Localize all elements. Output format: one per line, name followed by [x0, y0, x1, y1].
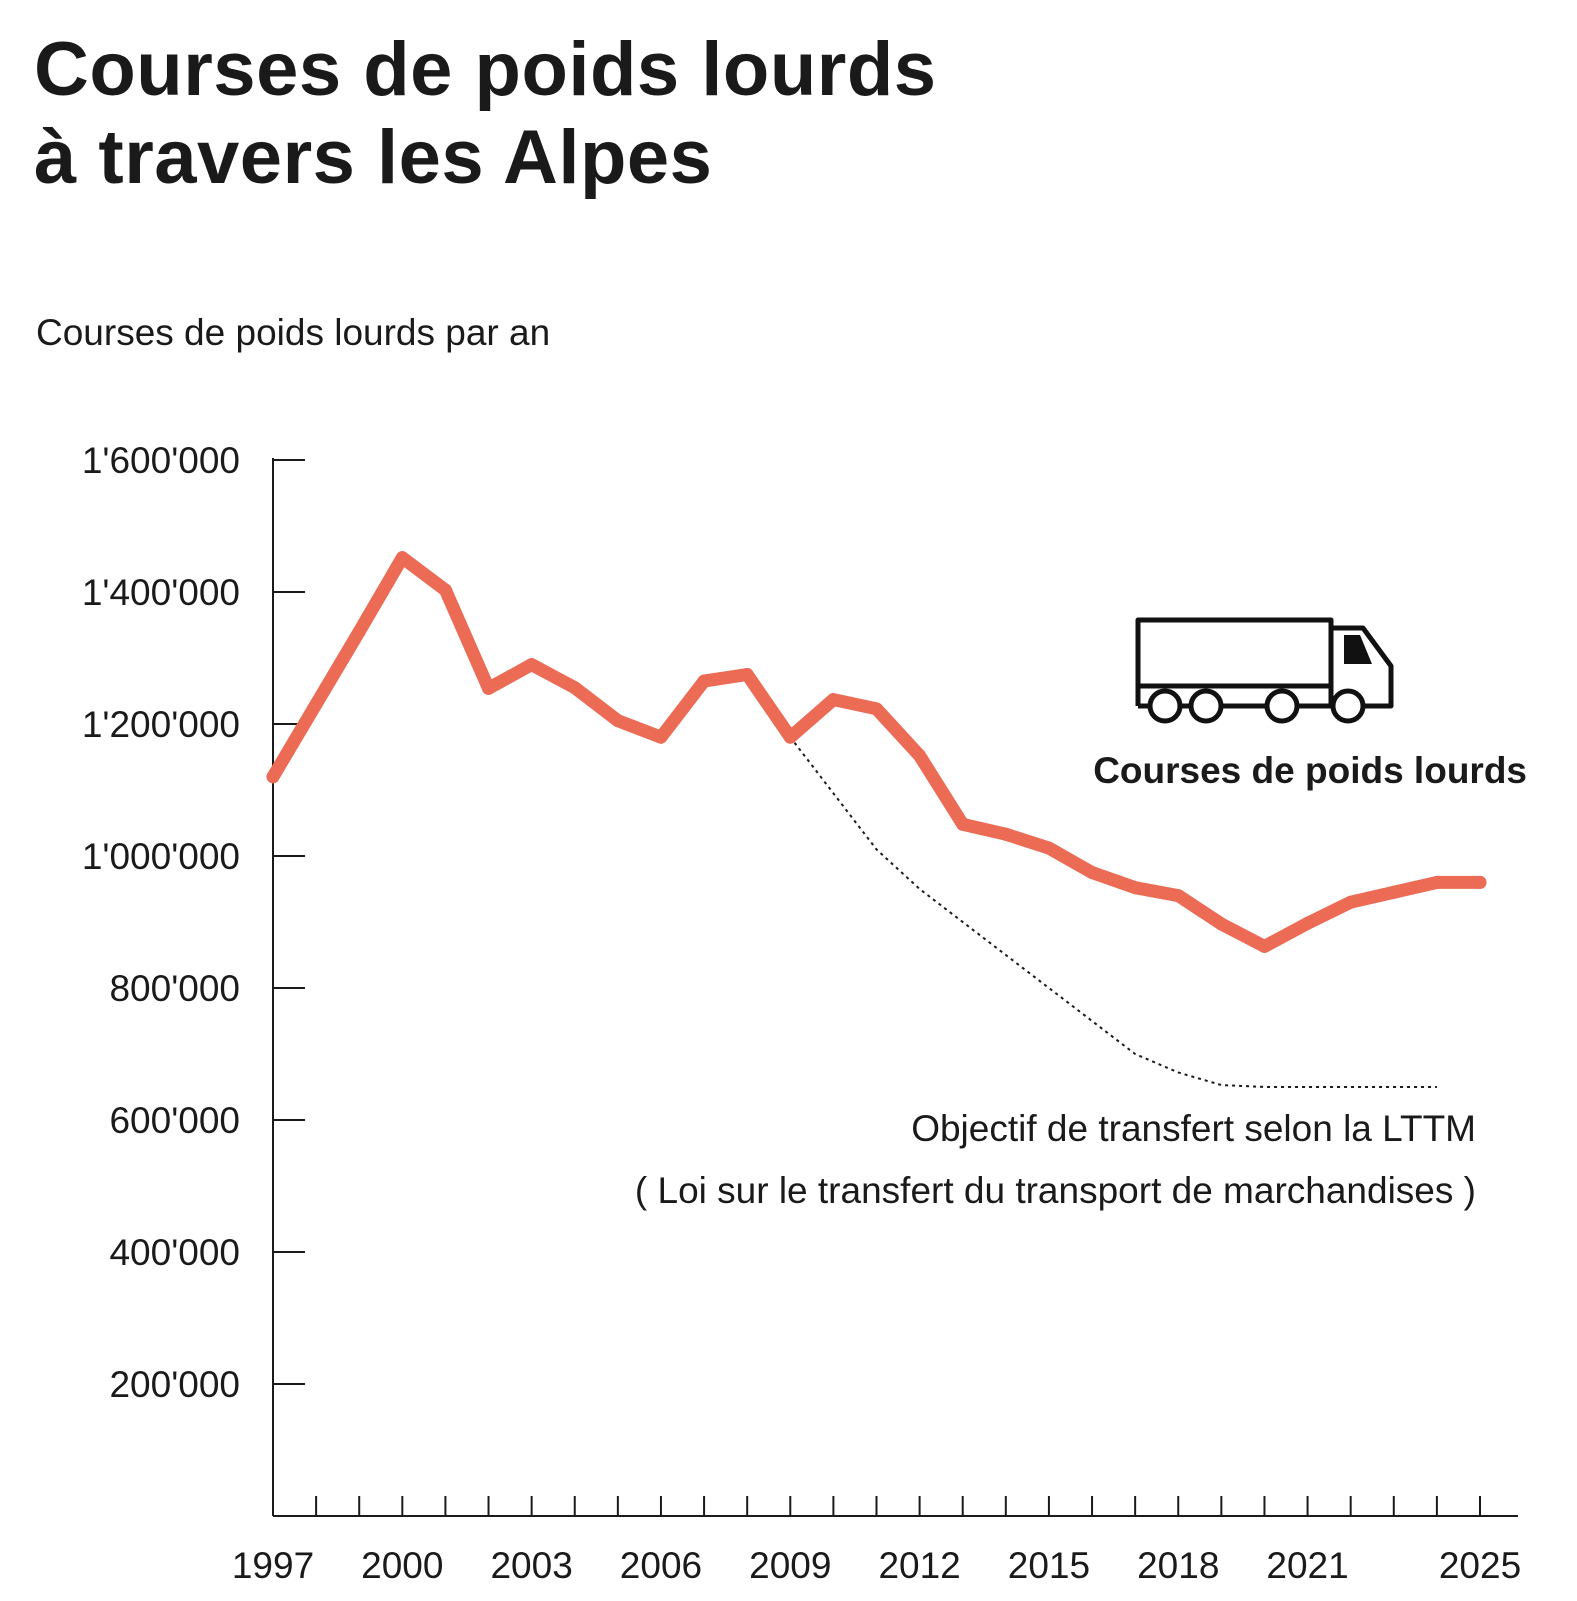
data-point [999, 827, 1013, 841]
truck-icon [1135, 617, 1394, 724]
data-point [525, 658, 539, 672]
data-point [1473, 875, 1487, 889]
x-tick-label: 2018 [1137, 1545, 1219, 1586]
data-point [1387, 885, 1401, 899]
data-point [482, 681, 496, 695]
page-title: Courses de poids lourds à travers les Al… [34, 26, 937, 202]
y-tick-label: 800'000 [109, 968, 240, 1009]
x-tick-label: 2006 [620, 1545, 702, 1586]
data-point [1344, 895, 1358, 909]
target-label-subtext: ( Loi sur le transfert du transport de m… [635, 1170, 1476, 1211]
x-tick-label: 2009 [749, 1545, 831, 1586]
data-point [568, 681, 582, 695]
data-point [309, 697, 323, 711]
y-axis: 200'000 400'000 600'000 800'000 1'000'000 1'2… [82, 440, 305, 1516]
x-tick-label: 2012 [878, 1545, 960, 1586]
data-point [1085, 866, 1099, 879]
data-point [611, 714, 625, 728]
x-tick-label: 1997 [232, 1545, 314, 1586]
data-point [826, 693, 840, 707]
data-point [1214, 917, 1228, 931]
y-tick-label: 1'200'000 [82, 704, 240, 745]
data-point [266, 770, 280, 784]
x-tick-label: 2025 [1439, 1545, 1521, 1586]
y-tick-label: 600'000 [109, 1100, 240, 1141]
data-point [1430, 875, 1444, 889]
y-tick-label: 1'600'000 [82, 440, 240, 481]
target-label: Objectif de transfert selon la LTTM [911, 1108, 1476, 1149]
target-line [789, 736, 1437, 1088]
data-point [1042, 841, 1056, 855]
y-tick-label: 200'000 [109, 1364, 240, 1405]
chart-subtitle: Courses de poids lourds par an [36, 312, 551, 353]
title-line-1: Courses de poids lourds [34, 27, 937, 112]
data-point [1301, 916, 1315, 930]
x-tick-label: 2000 [361, 1545, 443, 1586]
y-tick-label: 1'000'000 [82, 836, 240, 877]
series-layer [266, 551, 1487, 1088]
data-point [654, 730, 668, 744]
data-point [740, 668, 754, 681]
series-label: Courses de poids lourds [1093, 750, 1527, 791]
y-tick-label: 1'400'000 [82, 572, 240, 613]
x-tick-label: 2015 [1008, 1545, 1090, 1586]
data-point [783, 730, 797, 744]
data-point [352, 625, 366, 639]
data-point [1257, 939, 1271, 953]
data-point [1128, 881, 1142, 895]
title-line-2: à travers les Alpes [34, 115, 713, 200]
data-point [956, 817, 970, 831]
y-tick-label: 400'000 [109, 1232, 240, 1273]
x-tick-label: 2003 [490, 1545, 572, 1586]
x-axis: 1997 2000 2003 2006 2009 2012 2015 2018 2021 2025 [232, 1496, 1521, 1586]
data-point [395, 551, 409, 565]
data-point [438, 583, 452, 597]
data-point [697, 674, 711, 688]
data-point [1171, 889, 1185, 903]
data-point [913, 749, 927, 763]
data-point [870, 702, 883, 716]
x-tick-label: 2021 [1266, 1545, 1348, 1586]
